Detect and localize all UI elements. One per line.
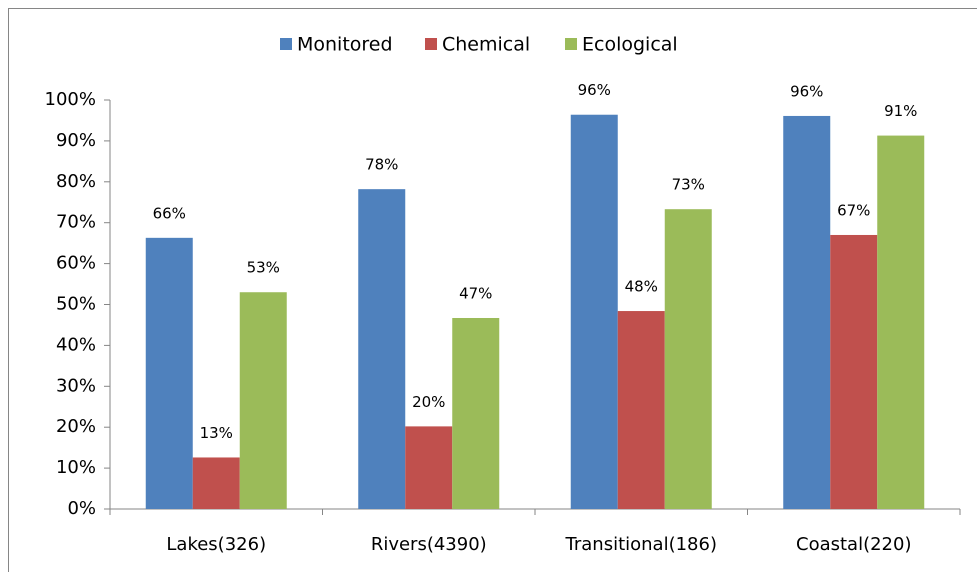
bar xyxy=(405,426,453,509)
value-label: 20% xyxy=(412,393,445,411)
value-label: 96% xyxy=(578,81,611,99)
x-tick-label: Coastal(220) xyxy=(796,534,911,555)
legend-label: Chemical xyxy=(442,34,530,56)
y-tick-label: 70% xyxy=(56,212,96,233)
bar xyxy=(358,189,406,510)
bar xyxy=(145,237,193,509)
bar xyxy=(570,114,618,509)
y-tick-label: 10% xyxy=(56,457,96,478)
bar xyxy=(783,115,831,510)
bar xyxy=(452,317,500,509)
y-tick-label: 60% xyxy=(56,253,96,274)
legend-label: Ecological xyxy=(582,34,678,56)
value-label: 67% xyxy=(837,201,870,219)
value-label: 48% xyxy=(625,278,658,296)
value-label: 96% xyxy=(790,82,823,100)
value-label: 66% xyxy=(153,204,186,222)
legend-swatch xyxy=(565,38,577,50)
value-label: 78% xyxy=(365,156,398,174)
value-label: 53% xyxy=(247,259,280,277)
value-label: 91% xyxy=(884,102,917,120)
value-label: 13% xyxy=(200,424,233,442)
bar xyxy=(239,292,287,509)
y-tick-label: 30% xyxy=(56,375,96,396)
bar xyxy=(617,311,665,509)
legend-label: Monitored xyxy=(297,34,393,56)
value-label: 47% xyxy=(459,284,492,302)
y-tick-label: 40% xyxy=(56,334,96,355)
value-label: 73% xyxy=(672,176,705,194)
y-tick-label: 20% xyxy=(56,416,96,437)
bar xyxy=(192,457,240,509)
x-tick-label: Lakes(326) xyxy=(166,534,266,555)
bar xyxy=(830,234,878,509)
y-tick-label: 50% xyxy=(56,294,96,315)
y-tick-label: 100% xyxy=(45,89,96,110)
y-tick-label: 0% xyxy=(67,498,96,519)
bar xyxy=(877,135,925,509)
legend-swatch xyxy=(425,38,437,50)
y-tick-label: 80% xyxy=(56,171,96,192)
x-tick-label: Transitional(186) xyxy=(565,534,717,555)
y-tick-label: 90% xyxy=(56,130,96,151)
x-tick-label: Rivers(4390) xyxy=(371,534,487,555)
bar xyxy=(664,209,712,509)
legend-swatch xyxy=(280,38,292,50)
